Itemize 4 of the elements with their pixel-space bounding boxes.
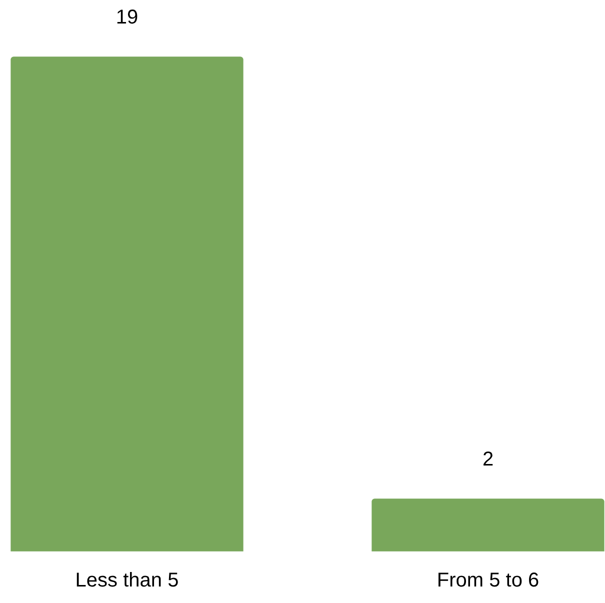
data-label: 2 <box>482 448 494 471</box>
data-label: 19 <box>116 6 138 29</box>
x-tick-label: From 5 to 6 <box>436 570 540 592</box>
x-tick-label: Less than 5 <box>75 570 179 592</box>
